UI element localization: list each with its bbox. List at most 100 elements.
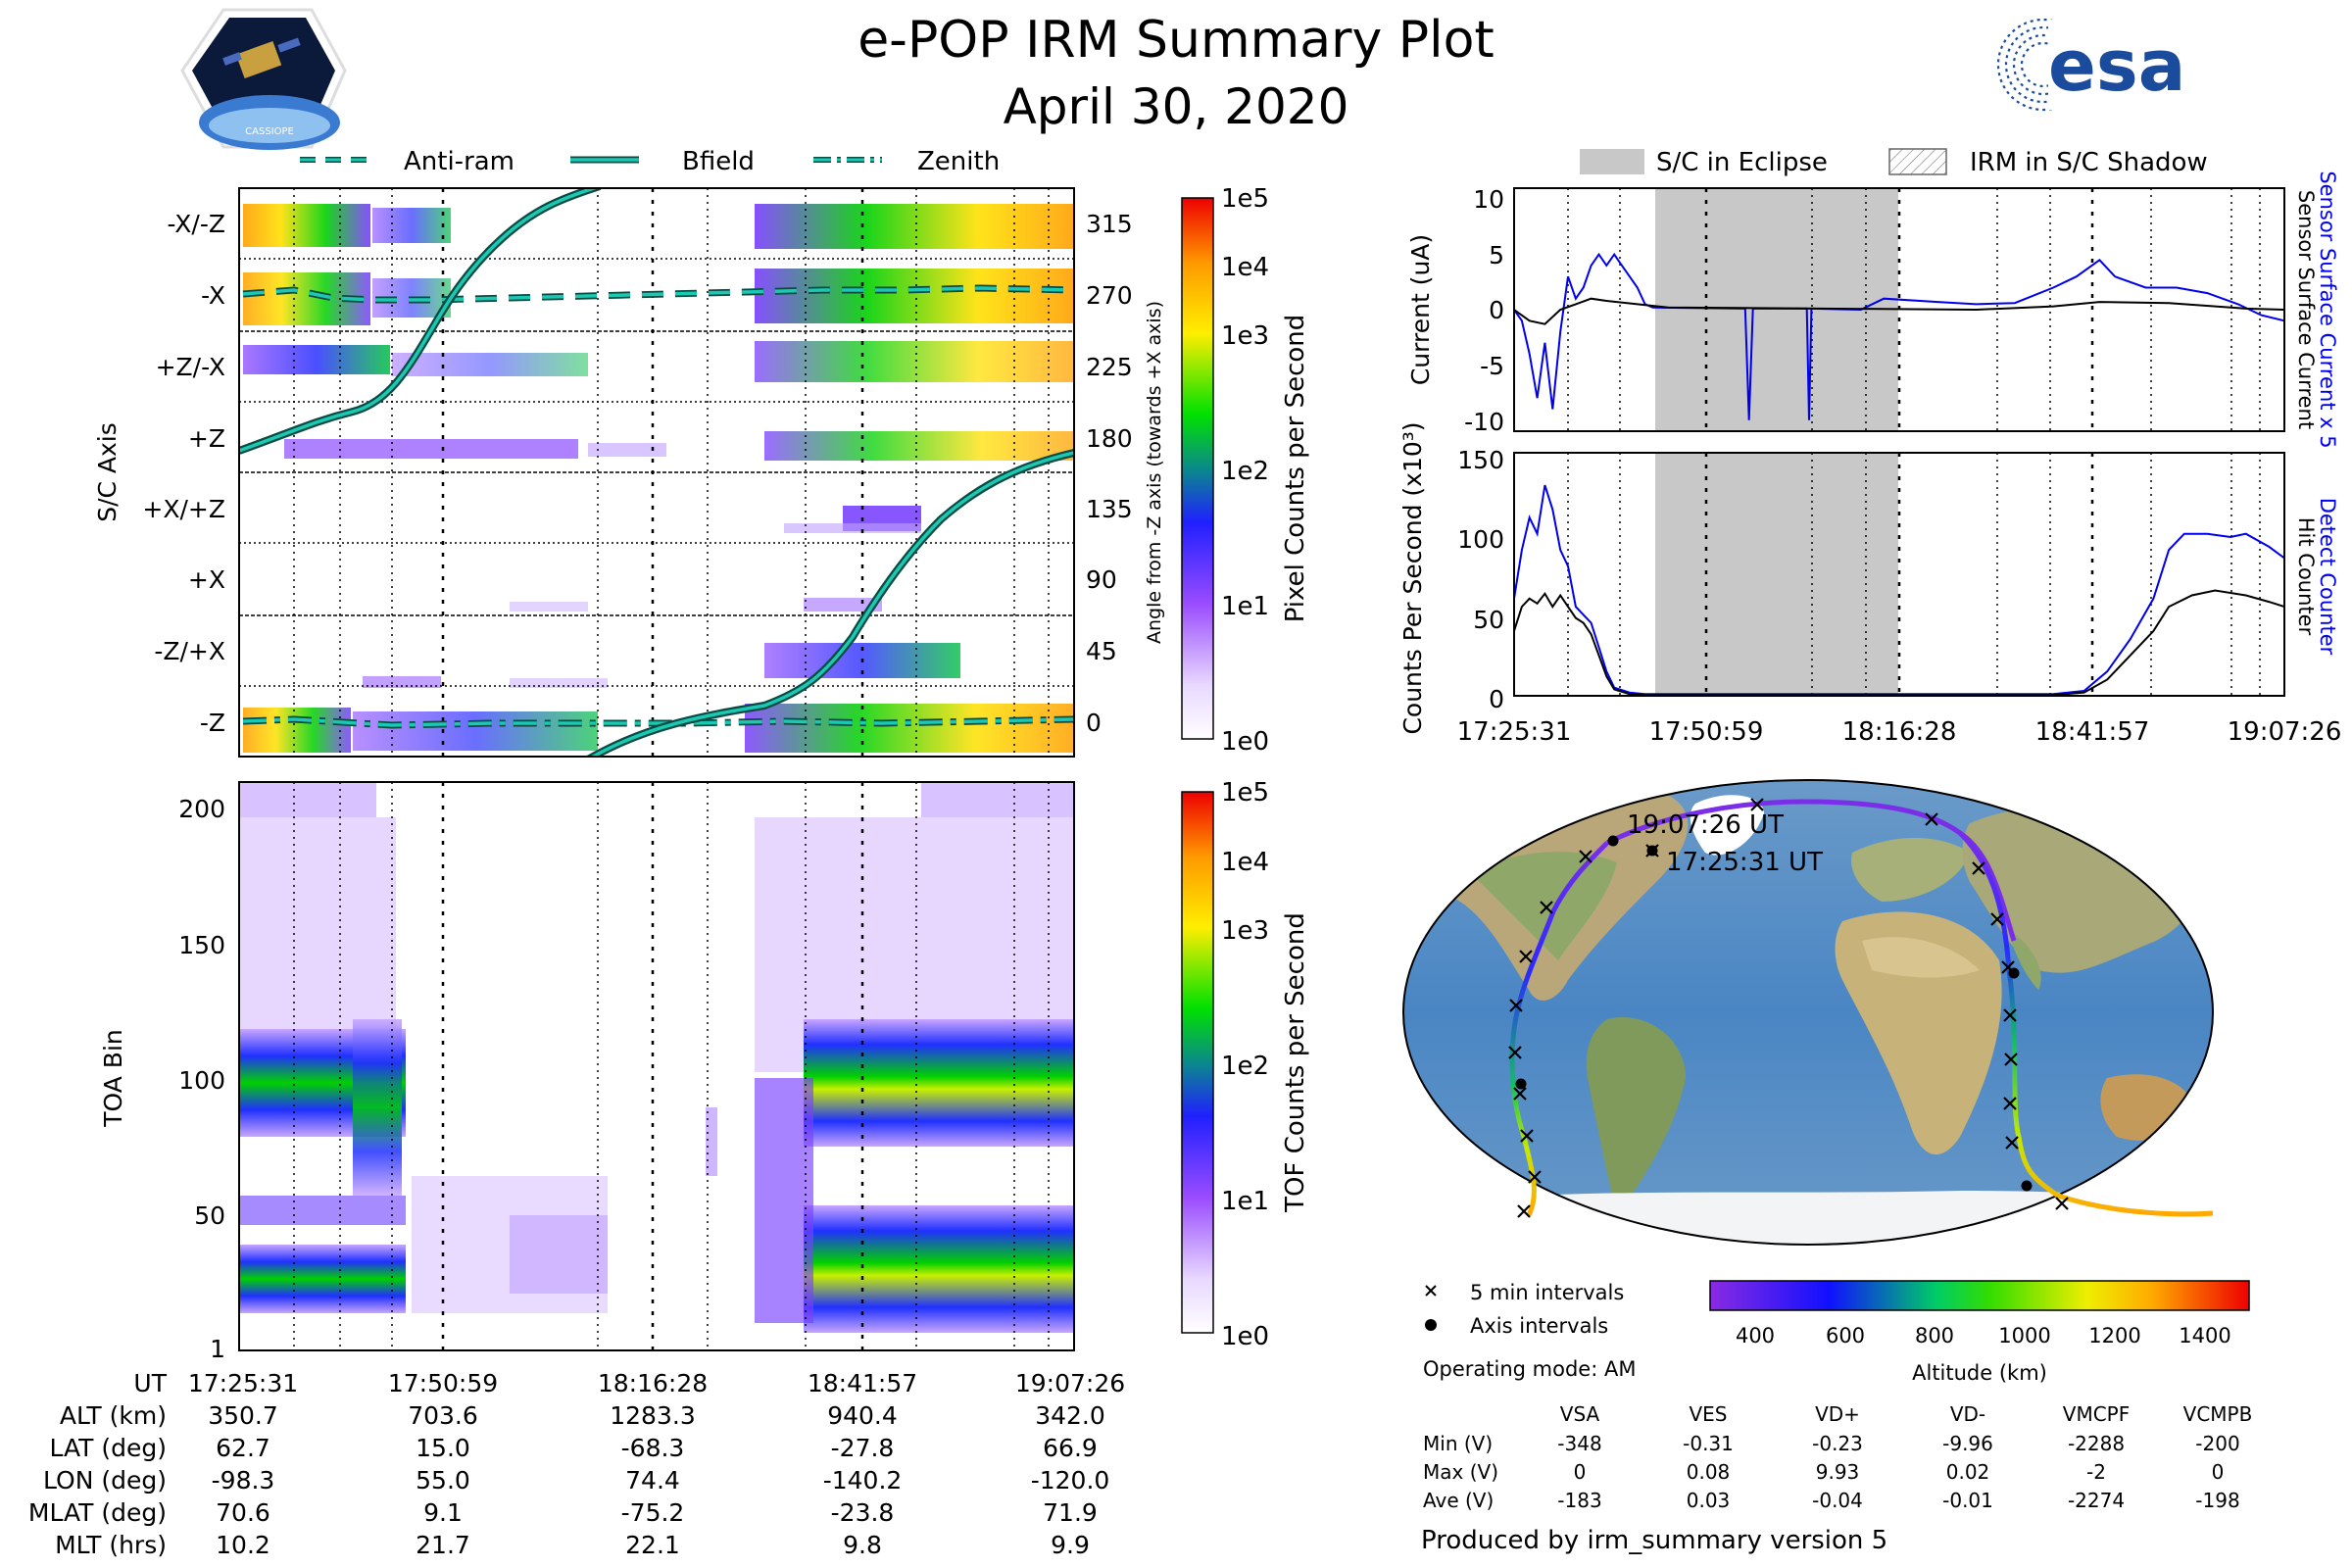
legend-shadow: IRM in S/C Shadow	[1970, 148, 2208, 177]
legend-5min: 5 min intervals	[1470, 1281, 1624, 1304]
eph-cell: 18:16:28	[598, 1369, 708, 1397]
sc-axis-label-2: +Z/-X	[156, 353, 225, 381]
current-blue-trace	[1514, 252, 2284, 420]
volt-row-label: Max (V)	[1423, 1460, 1498, 1484]
page-title: e-POP IRM Summary Plot	[858, 11, 1494, 70]
eph-cell: 17:50:59	[388, 1369, 498, 1397]
operating-mode: Operating mode: AM	[1423, 1357, 1636, 1381]
sc-axis-ylabel: S/C Axis	[93, 422, 122, 522]
time-tick: 17:25:31	[1457, 717, 1572, 747]
eph-cell: -68.3	[621, 1434, 685, 1462]
orbit-start-label: 17:25:31 UT	[1666, 848, 1823, 877]
volt-header: VSA	[1560, 1402, 1600, 1426]
eph-cell: 71.9	[1043, 1498, 1098, 1527]
sc-cbar-tick-0: 1e5	[1221, 184, 1269, 214]
volt-cell: -198	[2195, 1489, 2239, 1512]
counts-right-blue: Detect Counter	[2316, 498, 2339, 656]
cur-tick: 10	[1473, 185, 1504, 214]
eph-cell: 1283.3	[610, 1401, 695, 1430]
sc-axis-label-4: +X/+Z	[142, 495, 225, 523]
toa-ylabel: TOA Bin	[99, 1029, 127, 1128]
eph-row-label: UT	[133, 1369, 167, 1397]
sc-cbar-tick-3: 1e2	[1221, 457, 1269, 486]
volt-header: VD-	[1950, 1402, 1985, 1426]
volt-cell: -348	[1557, 1432, 1601, 1455]
counts-blue-trace	[1514, 484, 2284, 696]
eph-cell: 18:41:57	[808, 1369, 917, 1397]
sc-axis-legend: Anti-ram Bfield Zenith	[300, 147, 1000, 176]
cnt-tick: 100	[1457, 525, 1504, 554]
alt-tick: 1200	[2088, 1324, 2140, 1348]
eclipse-legend: S/C in Eclipse IRM in S/C Shadow	[1580, 148, 2208, 177]
eph-cell: -27.8	[831, 1434, 895, 1462]
volt-row-label: Min (V)	[1423, 1432, 1493, 1455]
sc-cbar-tick-2: 1e3	[1221, 321, 1269, 351]
eph-cell: 9.1	[423, 1498, 463, 1527]
volt-cell: -183	[1557, 1489, 1601, 1512]
sc-axis-label-1: -X	[201, 281, 225, 310]
eph-cell: 70.6	[216, 1498, 270, 1527]
sc-angle-label: Angle from -Z axis (towards +X axis)	[1144, 301, 1165, 644]
volt-cell: 0.08	[1687, 1460, 1731, 1484]
page-date: April 30, 2020	[1004, 78, 1349, 135]
volt-cell: -0.23	[1812, 1432, 1863, 1455]
toa-tick-100: 100	[178, 1066, 225, 1095]
eph-cell: 22.1	[625, 1531, 680, 1559]
toa-cbar-tick-0: 1e5	[1221, 778, 1269, 808]
volt-cell: -0.04	[1812, 1489, 1863, 1512]
time-tick: 18:41:57	[2035, 717, 2150, 747]
sc-axis-gridlines	[239, 188, 1074, 757]
sc-axis-panel: -X/-Z -X +Z/-X +Z +X/+Z +X -Z/+X -Z S/C …	[93, 187, 1165, 758]
eph-cell: 15.0	[416, 1434, 470, 1462]
continents	[1403, 791, 2213, 1245]
current-black-trace	[1514, 297, 2284, 325]
eph-cell: 62.7	[216, 1434, 270, 1462]
eph-cell: 350.7	[208, 1401, 278, 1430]
sc-cbar-tick-1: 1e4	[1221, 253, 1269, 282]
sc-angle-tick-45: 45	[1086, 637, 1117, 665]
eph-cell: 9.8	[843, 1531, 882, 1559]
eph-row-label: MLAT (deg)	[28, 1498, 167, 1527]
eph-row-label: ALT (km)	[60, 1401, 167, 1430]
current-ylabel: Current (uA)	[1406, 234, 1435, 385]
produced-by: Produced by irm_summary version 5	[1421, 1526, 1887, 1555]
counts-panel: 150 100 50 0 Counts Per Second (x10³) De…	[1398, 421, 2341, 747]
time-tick: 18:16:28	[1842, 717, 1957, 747]
volt-cell: 9.93	[1816, 1460, 1860, 1484]
toa-cbar-tick-3: 1e2	[1221, 1052, 1269, 1081]
axis-interval-dots	[1515, 835, 2033, 1192]
voltage-table: VSA VES VD+ VD- VMCPF VCMPB Min (V) -348 -0.31 -…	[1423, 1402, 2252, 1512]
counts-right-black: Hit Counter	[2294, 517, 2318, 636]
toa-tick-150: 150	[178, 931, 225, 959]
sc-axis-label-7: -Z	[200, 709, 225, 737]
alt-tick: 1400	[2179, 1324, 2230, 1348]
altitude-colorbar: 400 600 800 1000 1200 1400 Altitude (km)	[1709, 1280, 2250, 1385]
cur-tick: -5	[1480, 352, 1504, 380]
toa-cbar-label: TOF Counts per Second	[1281, 912, 1310, 1213]
eph-row-label: LAT (deg)	[49, 1434, 167, 1462]
volt-cell: -2274	[2068, 1489, 2125, 1512]
eph-cell: 55.0	[416, 1466, 470, 1494]
toa-tick-200: 200	[178, 795, 225, 823]
current-panel: 10 5 0 -5 -10 Current (uA) Sensor Surfac…	[1406, 171, 2339, 448]
sc-cbar-label: Pixel Counts per Second	[1281, 315, 1310, 623]
alt-tick: 800	[1915, 1324, 1954, 1348]
toa-heatmap	[239, 782, 1074, 1333]
map-legend: 5 min intervals Axis intervals Operating…	[1423, 1281, 1636, 1381]
orbit-end-label: 19:07:26 UT	[1627, 810, 1784, 840]
volt-header: VD+	[1815, 1402, 1860, 1426]
time-tick: 19:07:26	[2228, 717, 2342, 747]
toa-cbar-tick-1: 1e4	[1221, 848, 1269, 877]
volt-cell: 0	[2212, 1460, 2225, 1484]
volt-cell: 0	[1574, 1460, 1587, 1484]
current-right-blue: Sensor Surface Current x 5	[2316, 171, 2339, 448]
volt-header: VES	[1689, 1402, 1727, 1426]
sc-axis-label-5: +X	[188, 565, 225, 594]
sc-cbar-tick-4: 1e1	[1221, 592, 1269, 621]
alt-tick: 1000	[1998, 1324, 2050, 1348]
volt-row-label: Ave (V)	[1423, 1489, 1494, 1512]
sc-angle-tick-0: 0	[1086, 709, 1102, 737]
counts-black-trace	[1514, 589, 2284, 696]
sc-angle-tick-180: 180	[1086, 424, 1133, 453]
toa-tick-50: 50	[194, 1201, 225, 1230]
